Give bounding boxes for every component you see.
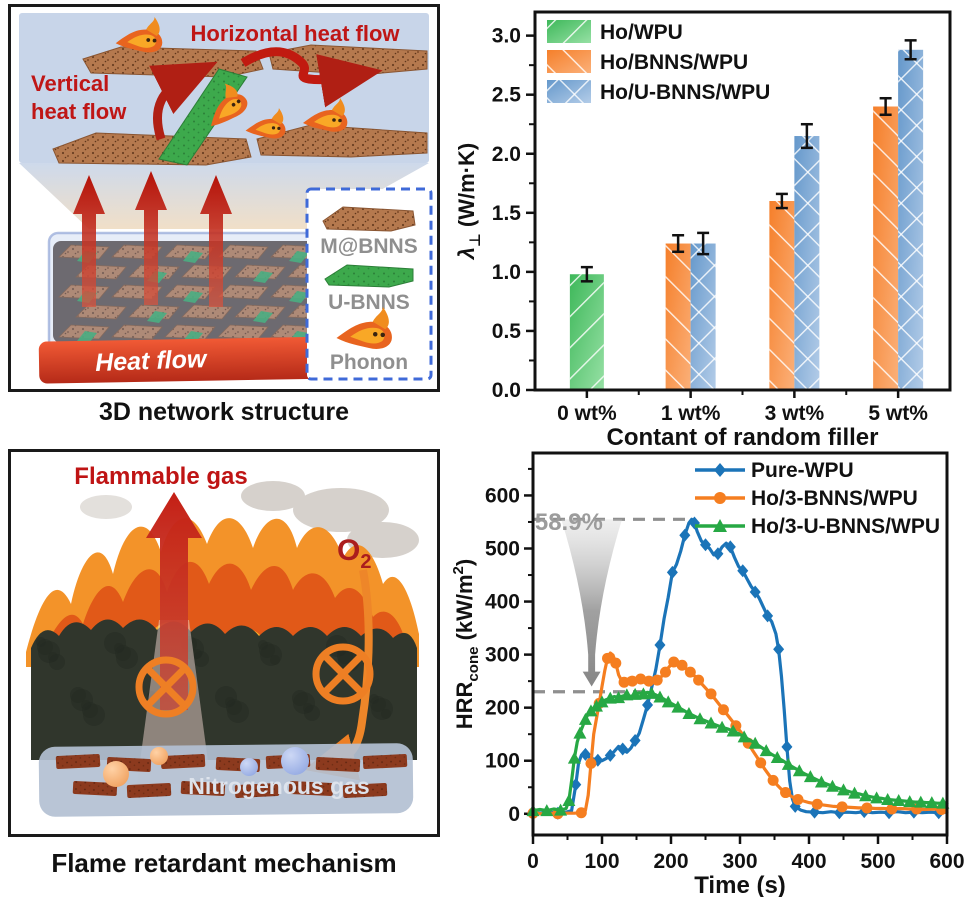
x-axis-label: Time (s)	[694, 872, 786, 897]
y-tick-label: 1.0	[492, 261, 521, 284]
x-tick-label: 1 wt%	[661, 402, 721, 425]
x-axis-label: Contant of random filler	[607, 424, 879, 448]
smoke	[80, 481, 419, 558]
gas-bubble-orange	[103, 761, 129, 787]
no-entry-symbol	[312, 643, 374, 705]
bar-series	[569, 39, 924, 391]
reduction-percent-label: 58.9%	[535, 509, 603, 536]
y-tick-label: 0.0	[492, 379, 521, 402]
green-nanosheet-icon	[324, 264, 414, 288]
legend-label: Pure-WPU	[751, 459, 854, 482]
flame-mechanism-illustration: Flammable gas O2	[26, 463, 419, 817]
horizontal-heat-arrow	[240, 47, 383, 108]
y-tick-label: 200	[485, 697, 520, 720]
gas-bubble-blue	[281, 747, 309, 775]
flame-mechanism-panel: Flammable gas O2	[8, 449, 440, 837]
horizontal-heat-flow-label: Horizontal heat flow	[191, 21, 401, 46]
network-structure-panel: Horizontal heat flow Vertical heat flow …	[8, 4, 440, 392]
no-entry-symbol	[135, 656, 197, 718]
heat-source-base	[38, 336, 346, 384]
line-legend: Pure-WPU Ho/3-BNNS/WPU Ho/3-U-BNNS/WPU	[695, 459, 940, 538]
vertical-heat-flow-label-1: Vertical	[31, 71, 109, 96]
x-tick-label: 400	[791, 850, 826, 873]
thermal-conductivity-bar-chart: 0.0 0.5 1.0 1.5 2.0 2.5 3.0 0 wt% 1 wt% 3 wt% 5 wt…	[454, 10, 952, 448]
y-tick-label: 2.0	[492, 143, 521, 166]
vertical-heat-flow-label-2: heat flow	[31, 99, 127, 124]
network-panel-caption: 3D network structure	[98, 398, 350, 426]
legend-label-mbnns: M@BNNS	[320, 235, 417, 258]
brown-nanosheet-icon	[322, 206, 416, 232]
legend-label: Ho/U-BNNS/WPU	[600, 81, 770, 104]
gas-bubble-blue	[240, 758, 258, 776]
y-axis-label: HRRcone (kW/m2)	[450, 559, 482, 729]
x-tick-label: 100	[584, 850, 619, 873]
x-tick-label: 0	[527, 850, 539, 873]
y-tick-label: 600	[485, 484, 520, 507]
flammable-gas-arrow	[146, 492, 202, 710]
y-tick-label: 300	[485, 644, 520, 667]
heat-flow-label: Heat flow	[95, 345, 209, 377]
y-tick-label: 100	[485, 750, 520, 773]
flammable-gas-label: Flammable gas	[74, 463, 247, 490]
legend-label: Ho/3-U-BNNS/WPU	[751, 515, 940, 538]
legend-label: Ho/BNNS/WPU	[600, 51, 748, 74]
line-axes: 0 100 200 300 400 500 600 0 100 200 300 400 500 600	[485, 467, 965, 873]
network-structure-illustration: Horizontal heat flow Vertical heat flow …	[19, 13, 433, 384]
x-tick-label: 200	[653, 850, 688, 873]
y-tick-label: 1.5	[492, 202, 522, 225]
y-axis-label: λ⊥ (W/m·K)	[454, 143, 484, 260]
reduction-funnel-arrow	[561, 519, 623, 687]
x-tick-label: 500	[860, 850, 895, 873]
legend-label-phonon: Phonon	[330, 351, 408, 374]
bar-axes: 0.0 0.5 1.0 1.5 2.0 2.5 3.0 0 wt% 1 wt% 3 wt% 5 wt…	[492, 25, 928, 425]
composite-slab: Nitrogenous gas	[38, 743, 414, 817]
y-tick-label: 2.5	[492, 84, 522, 107]
y-tick-label: 500	[485, 538, 520, 561]
gas-bubble-orange	[150, 747, 168, 765]
flame-panel-caption: Flame retardant mechanism	[51, 848, 397, 878]
upward-heat-arrows	[73, 171, 232, 307]
hrr-line-chart: 0 100 200 300 400 500 600 0 100 200 300 400 500 600 58…	[450, 451, 965, 897]
o2-label: O2	[337, 534, 371, 573]
legend-label: Ho/3-BNNS/WPU	[751, 487, 918, 510]
legend-label: Ho/WPU	[600, 21, 683, 44]
vertical-heat-arrow	[149, 61, 218, 141]
x-tick-label: 600	[929, 850, 964, 873]
y-tick-label: 0	[508, 803, 520, 826]
x-tick-label: 3 wt%	[765, 402, 825, 425]
x-tick-label: 0 wt%	[557, 402, 617, 425]
legend-label-ubnns: U-BNNS	[328, 291, 410, 314]
x-tick-label: 300	[722, 850, 757, 873]
y-tick-label: 3.0	[492, 25, 521, 48]
nitrogenous-gas-label: Nitrogenous gas	[188, 773, 369, 799]
x-tick-label: 5 wt%	[868, 402, 928, 425]
y-tick-label: 0.5	[492, 320, 522, 343]
y-tick-label: 400	[485, 591, 520, 614]
network-legend: M@BNNS U-BNNS Phonon	[305, 187, 433, 381]
bar-legend: Ho/WPU Ho/BNNS/WPU Ho/U-BNNS/WPU	[547, 20, 770, 104]
series-Ho/3-U-BNNS/WPU	[526, 686, 950, 817]
